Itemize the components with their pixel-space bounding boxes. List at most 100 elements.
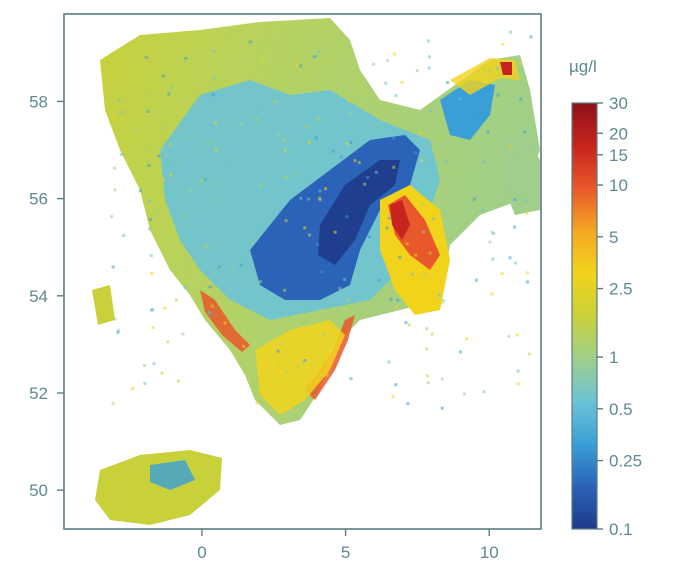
speckle-pixel bbox=[488, 69, 492, 73]
speckle-pixel bbox=[285, 369, 289, 373]
speckle-pixel bbox=[385, 226, 389, 230]
speckle-pixel bbox=[515, 333, 519, 337]
speckle-pixel bbox=[317, 49, 321, 53]
colorbar-gradient bbox=[571, 102, 598, 530]
speckle-pixel bbox=[302, 397, 306, 401]
speckle-pixel bbox=[324, 59, 328, 63]
speckle-pixel bbox=[150, 272, 154, 275]
speckle-pixel bbox=[203, 178, 207, 182]
speckle-pixel bbox=[239, 122, 243, 126]
speckle-pixel bbox=[303, 226, 307, 230]
speckle-pixel bbox=[465, 337, 468, 341]
speckle-pixel bbox=[338, 287, 342, 290]
speckle-pixel bbox=[276, 362, 280, 366]
y-tick-label: 52 bbox=[29, 384, 48, 403]
speckle-pixel bbox=[458, 97, 462, 101]
speckle-pixel bbox=[525, 211, 529, 215]
speckle-pixel bbox=[295, 64, 299, 67]
speckle-pixel bbox=[116, 330, 120, 334]
speckle-pixel bbox=[299, 64, 303, 68]
speckle-pixel bbox=[148, 200, 152, 203]
speckle-pixel bbox=[157, 154, 161, 158]
speckle-pixel bbox=[143, 382, 147, 385]
speckle-pixel bbox=[355, 80, 359, 84]
speckle-pixel bbox=[492, 231, 496, 235]
speckle-pixel bbox=[345, 215, 349, 219]
speckle-pixel bbox=[111, 107, 115, 111]
danish-coast-zone bbox=[500, 135, 540, 215]
speckle-pixel bbox=[237, 41, 241, 45]
speckle-pixel bbox=[462, 392, 466, 396]
speckle-pixel bbox=[393, 52, 396, 56]
speckle-pixel bbox=[345, 142, 349, 146]
speckle-pixel bbox=[491, 257, 495, 261]
speckle-pixel bbox=[343, 277, 347, 281]
speckle-pixel bbox=[425, 374, 429, 378]
speckle-pixel bbox=[162, 178, 165, 182]
speckle-pixel bbox=[252, 69, 256, 73]
y-tick-label: 56 bbox=[29, 190, 48, 209]
speckle-pixel bbox=[387, 216, 391, 220]
speckle-pixel bbox=[490, 292, 494, 296]
speckle-pixel bbox=[184, 56, 188, 60]
speckle-pixel bbox=[372, 62, 376, 66]
speckle-pixel bbox=[226, 164, 229, 167]
speckle-pixel bbox=[349, 140, 353, 144]
speckle-pixel bbox=[353, 159, 357, 163]
speckle-pixel bbox=[200, 179, 204, 183]
speckle-pixel bbox=[121, 110, 125, 114]
speckle-pixel bbox=[441, 299, 445, 302]
speckle-pixel bbox=[279, 342, 283, 346]
speckle-pixel bbox=[283, 148, 287, 152]
speckle-pixel bbox=[232, 297, 236, 301]
speckle-pixel bbox=[441, 301, 445, 304]
speckle-pixel bbox=[151, 326, 155, 329]
speckle-pixel bbox=[389, 297, 393, 301]
y-axis: 58 56 54 52 50 bbox=[29, 92, 64, 500]
speckle-pixel bbox=[166, 34, 170, 38]
speckle-pixel bbox=[180, 134, 184, 138]
speckle-pixel bbox=[357, 161, 361, 165]
colorbar-tick-label: 0.1 bbox=[609, 520, 633, 539]
speckle-pixel bbox=[440, 377, 444, 381]
speckle-pixel bbox=[210, 304, 214, 308]
speckle-pixel bbox=[428, 251, 432, 255]
speckle-pixel bbox=[113, 317, 117, 321]
speckle-pixel bbox=[307, 77, 310, 81]
speckle-pixel bbox=[309, 305, 313, 309]
speckle-pixel bbox=[371, 126, 375, 130]
speckle-pixel bbox=[294, 58, 298, 62]
speckle-pixel bbox=[308, 233, 311, 237]
speckle-pixel bbox=[212, 49, 216, 53]
speckle-pixel bbox=[217, 263, 221, 267]
speckle-pixel bbox=[148, 218, 152, 221]
speckle-pixel bbox=[507, 335, 511, 338]
speckle-pixel bbox=[366, 176, 370, 179]
speckle-pixel bbox=[488, 240, 492, 244]
colorbar-ticks: 30 20 15 10 5 2.5 1 0.5 0.25 0.1 bbox=[597, 94, 642, 539]
speckle-pixel bbox=[353, 273, 357, 277]
speckle-pixel bbox=[257, 104, 261, 108]
speckle-pixel bbox=[112, 166, 116, 170]
speckle-pixel bbox=[349, 377, 353, 381]
speckle-pixel bbox=[501, 42, 505, 46]
colorbar-tick-label: 10 bbox=[609, 176, 628, 195]
speckle-pixel bbox=[325, 373, 329, 377]
speckle-pixel bbox=[145, 92, 149, 95]
speckle-pixel bbox=[207, 311, 211, 315]
speckle-pixel bbox=[131, 170, 135, 174]
speckle-pixel bbox=[425, 347, 429, 351]
speckle-pixel bbox=[415, 69, 419, 73]
speckle-pixel bbox=[174, 298, 178, 302]
speckle-pixel bbox=[422, 230, 426, 234]
y-tick-label: 58 bbox=[29, 92, 48, 111]
speckle-pixel bbox=[519, 97, 523, 101]
speckle-pixel bbox=[314, 136, 318, 140]
map-area bbox=[92, 18, 540, 525]
english-channel-zone bbox=[95, 450, 222, 525]
speckle-pixel bbox=[307, 197, 311, 201]
speckle-pixel bbox=[316, 243, 319, 247]
speckle-pixel bbox=[277, 132, 281, 136]
speckle-pixel bbox=[111, 401, 115, 405]
